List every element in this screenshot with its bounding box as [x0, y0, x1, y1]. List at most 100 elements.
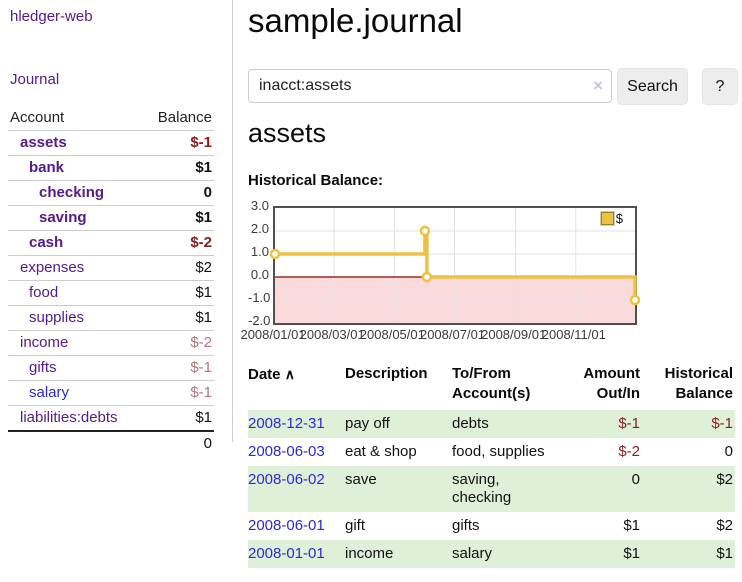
journal-link[interactable]: Journal	[10, 71, 60, 88]
x-axis-tick-label: 2008/11/01	[541, 327, 606, 342]
help-button[interactable]: ?	[702, 68, 738, 105]
transaction-date-link[interactable]: 2008-06-02	[248, 466, 345, 512]
x-axis-tick-label: 2008/09/01	[481, 327, 547, 342]
sidebar: hledger-web Journal Account Balance asse…	[0, 0, 233, 452]
page-title: sample.journal	[248, 2, 463, 39]
account-row: bank $1	[8, 155, 214, 181]
account-balance: $1	[195, 309, 212, 326]
account-balance: 0	[203, 184, 212, 201]
transaction-description: eat & shop	[345, 443, 417, 460]
transaction-date-link[interactable]: 2008-06-01	[248, 517, 325, 534]
transaction-amount: $-1	[560, 410, 642, 438]
account-link-saving[interactable]: saving	[39, 209, 87, 226]
account-link-checking[interactable]: checking	[39, 184, 105, 201]
register-row: 2008-06-02 save saving, checking 0 $2	[248, 466, 735, 512]
account-column-header: Account	[10, 109, 65, 126]
account-link-food[interactable]: food	[29, 284, 59, 301]
transaction-amount: $-2	[618, 443, 640, 460]
search-box: ×	[248, 69, 612, 103]
account-link-liabilities-debts[interactable]: liabilities:debts	[20, 409, 118, 426]
account-link-bank[interactable]: bank	[29, 159, 65, 176]
y-axis-tick-label: 1.0	[250, 244, 269, 259]
transaction-accounts: debts	[452, 410, 560, 438]
balance-column-header: Balance	[157, 109, 212, 126]
transaction-date-link[interactable]: 2008-01-01	[248, 540, 345, 568]
register-header-row: Date ∧ Description To/From Account(s) Am…	[248, 360, 735, 410]
account-row: expenses $2	[8, 255, 214, 281]
transaction-date-link[interactable]: 2008-06-03	[248, 443, 325, 460]
account-link-income[interactable]: income	[20, 334, 69, 351]
chart-plot-area: $	[269, 206, 641, 325]
account-row: food $1	[8, 280, 214, 306]
register-table: Date ∧ Description To/From Account(s) Am…	[248, 360, 735, 568]
y-axis-tick-label: -2.0	[248, 313, 271, 328]
account-row: assets $-1	[8, 130, 214, 156]
accounts-total-value: 0	[203, 435, 212, 452]
account-balance: $-1	[190, 134, 212, 151]
date-column-header[interactable]: Date ∧	[248, 366, 295, 383]
search-input[interactable]	[248, 69, 612, 103]
x-axis-tick-label: 2008/01/01	[240, 327, 306, 342]
transaction-amount: $1	[560, 540, 642, 568]
y-axis-tick-label: 3.0	[250, 198, 269, 213]
account-row: salary $-1	[8, 380, 214, 406]
transaction-balance: $1	[642, 540, 735, 568]
app-title[interactable]: hledger-web	[10, 8, 93, 25]
transaction-balance: $2	[642, 466, 735, 512]
transaction-accounts: food, supplies	[452, 443, 545, 460]
accounts-total-row: 0	[8, 431, 214, 456]
account-balance: $-1	[190, 384, 212, 401]
chart-section-label: Historical Balance:	[248, 172, 384, 189]
account-balance: $-1	[190, 359, 212, 376]
account-row: saving $1	[8, 205, 214, 231]
balance-chart: $ 3.0 2.0 1.0 0.0 -1.0 -2.0 2008/01/01 2008/03/…	[240, 198, 668, 346]
accounts-column-header: To/From Account(s)	[452, 365, 531, 402]
account-link-expenses[interactable]: expenses	[20, 259, 85, 276]
account-heading: assets	[248, 118, 327, 148]
sort-ascending-icon: ∧	[284, 366, 295, 382]
transaction-description: pay off	[345, 410, 452, 438]
transaction-amount: 0	[560, 466, 642, 512]
register-row: 2008-12-31 pay off debts $-1 $-1	[248, 410, 735, 438]
transaction-amount: $1	[623, 517, 640, 534]
main-content: sample.journal × Search ? assets Histori…	[240, 0, 742, 582]
register-row: 2008-01-01 income salary $1 $1	[248, 540, 735, 568]
transaction-balance: 0	[724, 443, 733, 460]
y-axis-tick-label: 2.0	[250, 221, 269, 236]
account-link-assets[interactable]: assets	[20, 134, 67, 151]
account-balance: $2	[195, 259, 212, 276]
x-axis-tick-label: 2008/03/01	[299, 327, 365, 342]
transaction-date-link[interactable]: 2008-12-31	[248, 410, 345, 438]
account-balance: $-2	[190, 234, 212, 251]
account-link-supplies[interactable]: supplies	[29, 309, 85, 326]
account-link-cash[interactable]: cash	[29, 234, 64, 251]
transaction-description: income	[345, 540, 452, 568]
register-row: 2008-06-03 eat & shop food, supplies $-2…	[248, 438, 735, 466]
account-balance: $-2	[190, 334, 212, 351]
transaction-accounts: saving, checking	[452, 466, 560, 512]
account-balance: $1	[195, 284, 212, 301]
account-row: gifts $-1	[8, 355, 214, 381]
account-link-gifts[interactable]: gifts	[29, 359, 57, 376]
transaction-description: save	[345, 466, 452, 512]
account-balance: $1	[195, 209, 212, 226]
chart-legend: $	[599, 211, 623, 226]
account-tree-table: Account Balance assets $-1 bank $1 check…	[8, 106, 214, 456]
account-balance: $1	[195, 159, 212, 176]
amount-column-header: Amount Out/In	[583, 365, 640, 402]
account-link-salary[interactable]: salary	[29, 384, 70, 401]
transaction-description: gift	[345, 517, 366, 534]
account-balance: $1	[195, 409, 212, 426]
register-row: 2008-06-01 gift gifts $1 $2	[248, 512, 735, 540]
clear-search-icon[interactable]: ×	[593, 76, 603, 96]
legend-swatch-icon	[599, 211, 615, 226]
account-row: checking 0	[8, 180, 214, 206]
transaction-accounts: gifts	[452, 517, 480, 534]
account-row: income $-2	[8, 330, 214, 356]
y-axis-tick-label: 0.0	[250, 267, 269, 282]
legend-label: $	[615, 211, 623, 226]
search-button[interactable]: Search	[617, 68, 688, 105]
account-row: liabilities:debts $1	[8, 405, 214, 432]
transaction-balance: $-1	[642, 410, 735, 438]
